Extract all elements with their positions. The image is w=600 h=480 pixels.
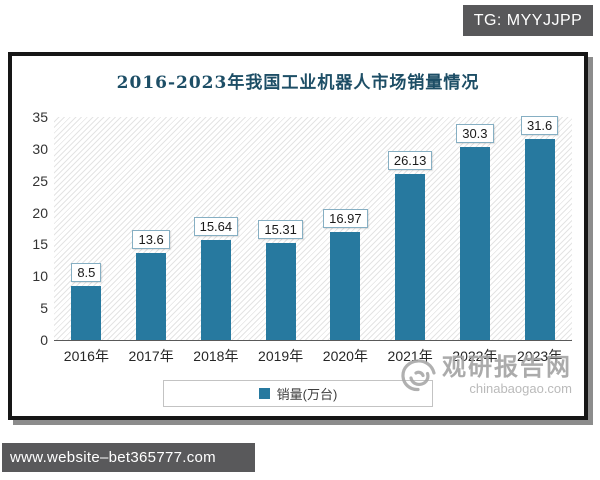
- legend-label: 销量(万台): [276, 387, 338, 402]
- y-tick-label: 5: [40, 300, 48, 317]
- x-tick-label: 2020年: [322, 348, 368, 364]
- bar: [265, 242, 296, 340]
- chart-title: 2016-2023年我国工业机器人市场销量情况: [116, 73, 480, 93]
- y-tick-label: 10: [32, 268, 48, 285]
- x-tick-label: 2017年: [128, 348, 174, 364]
- site-bar: www.website–bet365777.com: [2, 443, 255, 472]
- bar: [330, 231, 361, 340]
- bar-value-label: 15.31: [258, 219, 303, 239]
- bar: [459, 146, 490, 340]
- y-tick-label: 15: [32, 236, 48, 253]
- chart-frame: 2016-2023年我国工业机器人市场销量情况 0 5 10 15 20 25 30 35 8…: [8, 52, 588, 420]
- bar-column: 26.13: [378, 150, 443, 340]
- bar-value-label: 16.97: [323, 208, 368, 228]
- bar-column: 8.5: [54, 262, 119, 340]
- bar-value-label: 30.3: [456, 123, 494, 143]
- x-tick-label: 2023年: [517, 348, 563, 364]
- bar-value-label: 15.64: [193, 217, 239, 237]
- bar-column: 15.31: [248, 219, 313, 340]
- bar-value-label: 13.6: [132, 230, 170, 250]
- y-tick-label: 35: [32, 109, 48, 125]
- swirl-logo-icon: [401, 358, 436, 391]
- x-tick-label: 2022年: [452, 348, 498, 364]
- bar-column: 31.6: [507, 115, 572, 340]
- x-tick-label: 2016年: [63, 348, 109, 364]
- bar-value-label: 26.13: [387, 150, 433, 170]
- bar: [136, 253, 167, 340]
- watermark-text: 观研报告网 chinabaogao.com: [442, 354, 572, 397]
- x-tick-label: 2019年: [258, 348, 304, 364]
- bar-column: 13.6: [119, 230, 184, 340]
- legend-marker-icon: [258, 388, 270, 399]
- y-tick-label: 0: [40, 332, 48, 348]
- bar-column: 30.3: [443, 123, 508, 340]
- plot-area: 8.5 13.6 15.64 15.31 16.97 26.13 30.3 31.6: [54, 115, 572, 341]
- bar: [200, 240, 231, 340]
- bar: [395, 173, 426, 340]
- y-tick-label: 25: [32, 172, 48, 189]
- bar: [524, 138, 555, 340]
- y-tick-label: 30: [32, 140, 48, 157]
- legend: 销量(万台): [163, 380, 433, 407]
- y-tick-label: 20: [32, 204, 48, 221]
- tg-badge: TG: MYYJJPP: [463, 5, 593, 36]
- bar: [71, 285, 102, 340]
- bar-column: 16.97: [313, 208, 378, 340]
- watermark-domain: chinabaogao.com: [469, 381, 572, 396]
- y-axis: 0 5 10 15 20 25 30 35: [12, 109, 50, 348]
- bar-column: 15.64: [184, 217, 249, 340]
- bar-value-label: 8.5: [71, 262, 102, 282]
- bar-value-label: 31.6: [520, 115, 559, 135]
- watermark: 观研报告网 chinabaogao.com: [398, 355, 572, 396]
- x-tick-label: 2018年: [193, 348, 239, 364]
- watermark-name: 观研报告网: [442, 354, 572, 381]
